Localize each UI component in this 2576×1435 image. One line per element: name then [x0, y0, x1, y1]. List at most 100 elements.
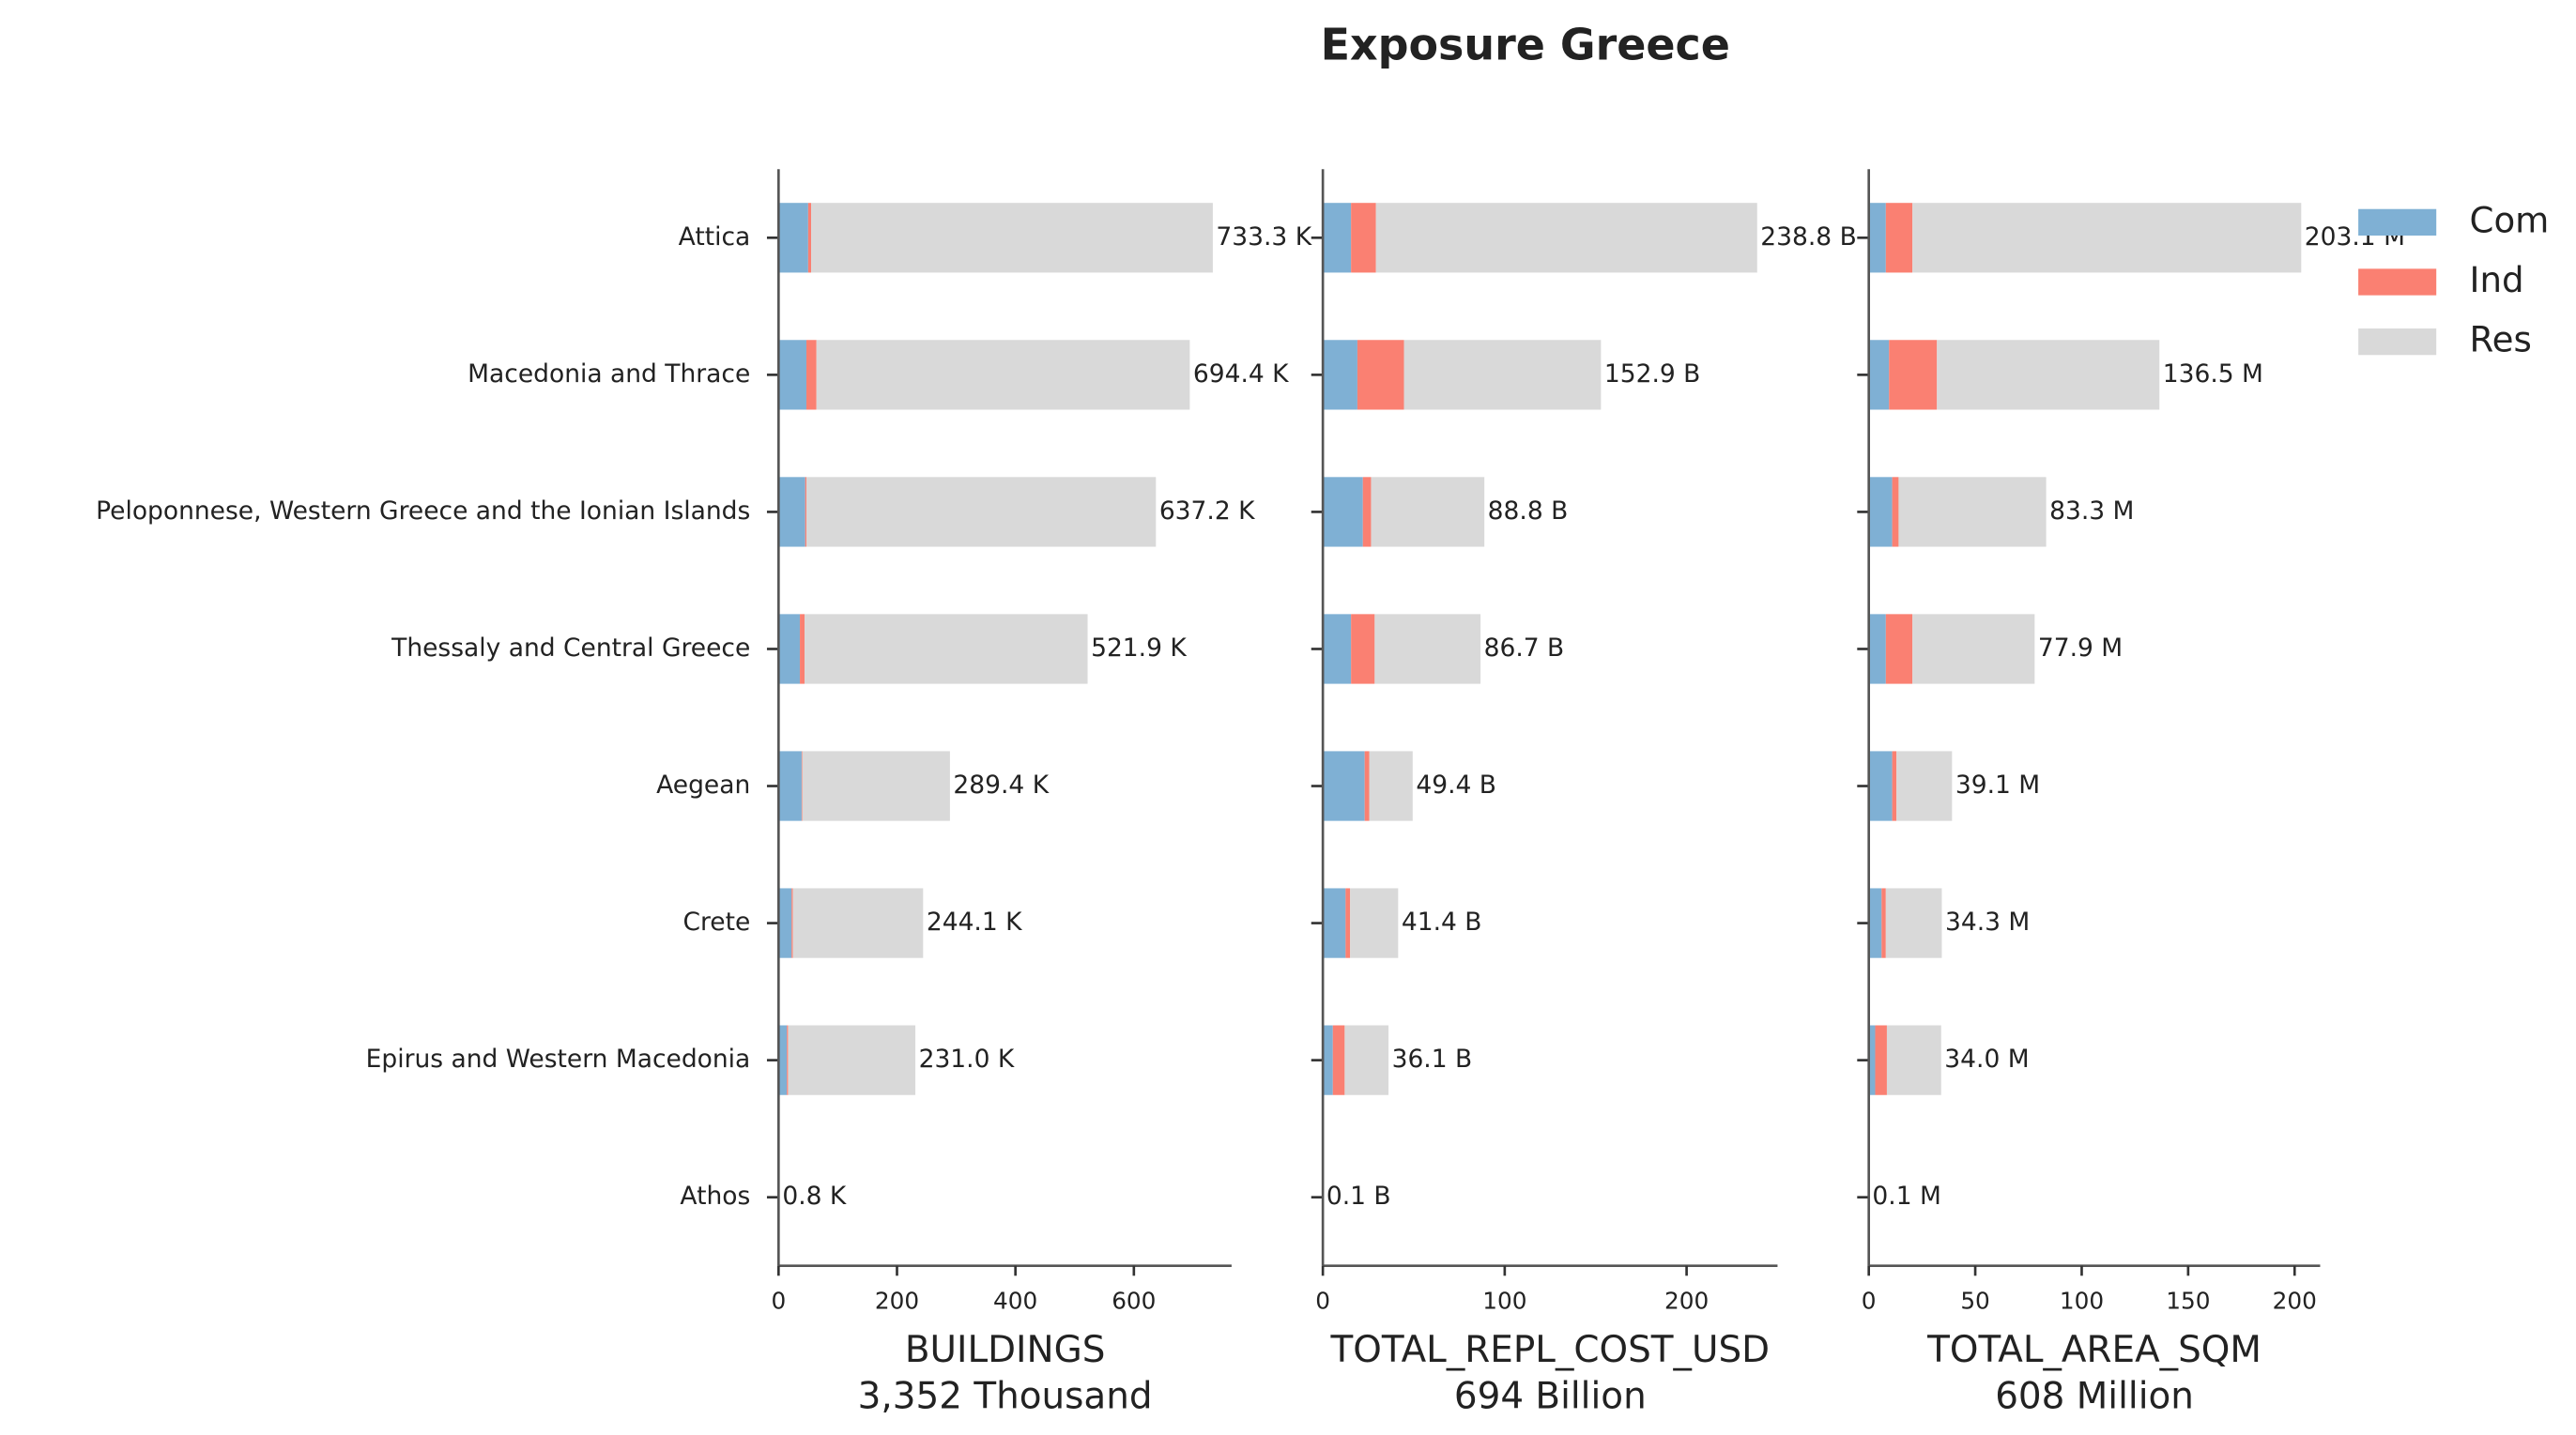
bar-segment — [807, 203, 812, 273]
bar-segment — [805, 614, 1088, 684]
bar-segment — [1896, 751, 1953, 821]
bar-segment — [1351, 614, 1375, 684]
y-tick-label: Epirus and Western Macedonia — [366, 1045, 751, 1074]
bar-segment — [1892, 477, 1899, 547]
value-label: 637.2 K — [1159, 496, 1255, 526]
legend-label: Ind — [2470, 260, 2524, 300]
bar-segment — [1868, 888, 1882, 958]
bar-segment — [1323, 477, 1363, 547]
bar-segment — [1892, 751, 1897, 821]
x-axis-label: 608 Million — [1995, 1376, 2194, 1418]
legend-swatch — [2358, 208, 2437, 237]
x-tick-label: 0 — [1862, 1288, 1877, 1315]
legend-swatch — [2358, 268, 2437, 296]
value-label: 86.7 B — [1484, 634, 1565, 663]
bar-segment — [1885, 614, 1913, 684]
bar-segment — [1344, 1025, 1389, 1095]
bar-segment — [1889, 340, 1938, 410]
value-label: 34.0 M — [1944, 1045, 2029, 1074]
bar-segment — [778, 751, 802, 821]
value-label: 521.9 K — [1091, 634, 1187, 663]
bar-segment — [1375, 203, 1757, 273]
value-label: 88.8 B — [1488, 496, 1569, 526]
bar-segment — [1886, 1025, 1941, 1095]
bar-segment — [1868, 614, 1886, 684]
value-label: 49.4 B — [1416, 771, 1496, 800]
bar-segment — [1898, 477, 2047, 547]
y-tick-label: Peloponnese, Western Greece and the Ioni… — [96, 496, 750, 526]
bar-segment — [805, 477, 1157, 547]
x-tick-label: 100 — [2060, 1288, 2104, 1315]
bar-segment — [1357, 340, 1404, 410]
bar-segment — [801, 751, 803, 821]
x-axis-label: 3,352 Thousand — [858, 1376, 1153, 1418]
x-axis-label: 694 Billion — [1454, 1376, 1647, 1418]
value-label: 39.1 M — [1955, 771, 2040, 800]
bar-segment — [1937, 340, 2160, 410]
legend-label: Com — [2470, 200, 2550, 240]
bar-segment — [800, 614, 805, 684]
bar-segment — [816, 340, 1190, 410]
x-tick-label: 200 — [2273, 1288, 2317, 1315]
bar-segment — [1323, 751, 1365, 821]
value-label: 0.8 K — [782, 1182, 847, 1211]
bar-segment — [1350, 888, 1399, 958]
y-tick-label: Thessaly and Central Greece — [391, 634, 750, 663]
value-label: 694.4 K — [1193, 359, 1289, 389]
x-tick-label: 0 — [771, 1288, 786, 1315]
bar-segment — [788, 1025, 916, 1095]
bar-segment — [1868, 1025, 1876, 1095]
bar-segment — [1885, 203, 1913, 273]
bar-segment — [1351, 203, 1376, 273]
x-axis-label: BUILDINGS — [905, 1329, 1106, 1371]
bar-segment — [1912, 203, 2302, 273]
value-label: 0.1 B — [1326, 1182, 1391, 1211]
value-label: 36.1 B — [1392, 1045, 1473, 1074]
value-label: 152.9 B — [1604, 359, 1700, 389]
bar-segment — [805, 340, 817, 410]
x-tick-label: 200 — [1664, 1288, 1709, 1315]
bar-segment — [778, 888, 792, 958]
bar-segment — [778, 614, 801, 684]
bar-segment — [802, 751, 950, 821]
bar-segment — [1885, 888, 1942, 958]
bar-segment — [791, 888, 793, 958]
bar-segment — [1868, 203, 1886, 273]
value-label: 238.8 B — [1760, 222, 1856, 252]
x-tick-label: 100 — [1482, 1288, 1526, 1315]
bar-segment — [1323, 1025, 1333, 1095]
bar-segment — [1868, 751, 1893, 821]
value-label: 41.4 B — [1402, 908, 1482, 937]
y-tick-label: Aegean — [656, 771, 750, 800]
bar-segment — [1875, 1025, 1887, 1095]
bar-segment — [1374, 614, 1481, 684]
value-label: 244.1 K — [927, 908, 1022, 937]
bar-segment — [1323, 614, 1352, 684]
bar-segment — [778, 1025, 788, 1095]
bar-segment — [778, 477, 805, 547]
value-label: 231.0 K — [919, 1045, 1015, 1074]
x-tick-label: 400 — [993, 1288, 1037, 1315]
bar-segment — [1332, 1025, 1345, 1095]
legend-swatch — [2358, 328, 2437, 356]
bar-segment — [1364, 751, 1370, 821]
x-tick-label: 50 — [1960, 1288, 1989, 1315]
bar-segment — [805, 477, 806, 547]
value-label: 0.1 M — [1872, 1182, 1940, 1211]
bar-segment — [1868, 477, 1893, 547]
bar-segment — [1881, 888, 1886, 958]
y-tick-label: Macedonia and Thrace — [468, 359, 750, 389]
value-label: 83.3 M — [2049, 496, 2134, 526]
y-tick-label: Athos — [680, 1182, 750, 1211]
value-label: 289.4 K — [953, 771, 1049, 800]
y-tick-label: Attica — [679, 222, 751, 252]
value-label: 77.9 M — [2038, 634, 2123, 663]
x-tick-label: 0 — [1315, 1288, 1330, 1315]
bar-segment — [1323, 888, 1346, 958]
bar-segment — [792, 888, 924, 958]
legend-label: Res — [2470, 320, 2532, 360]
bar-segment — [1369, 751, 1413, 821]
bar-segment — [778, 203, 808, 273]
